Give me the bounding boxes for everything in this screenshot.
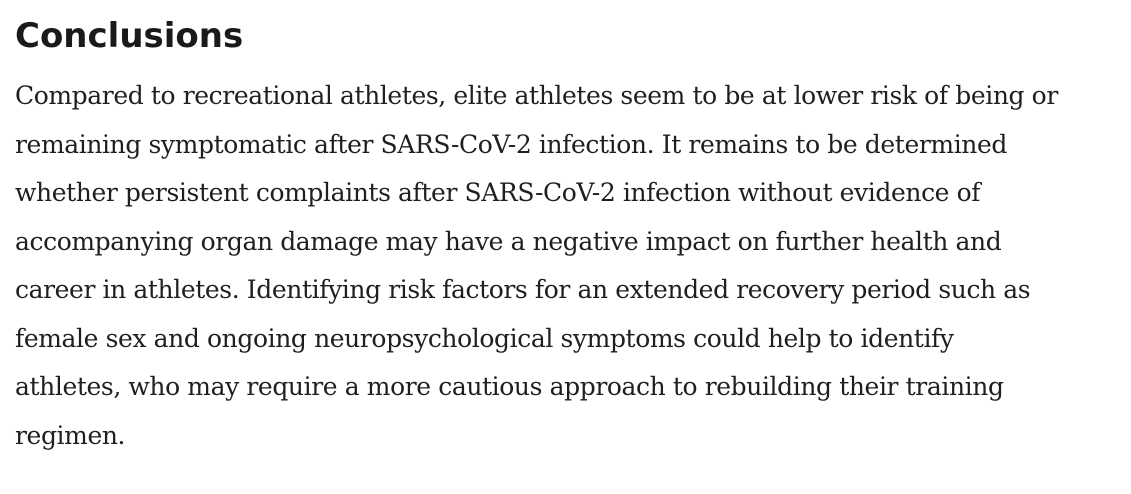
conclusions-paragraph: Compared to recreational athletes, elite…: [15, 72, 1115, 460]
paragraph-line: female sex and ongoing neuropsychologica…: [15, 323, 954, 353]
paragraph-line: career in athletes. Identifying risk fac…: [15, 275, 1031, 304]
paragraph-line: accompanying organ damage may have a neg…: [15, 226, 1002, 256]
paragraph-line: athletes, who may require a more cautiou…: [15, 372, 1004, 401]
conclusions-section: Conclusions Compared to recreational ath…: [15, 0, 1115, 460]
paragraph-line: regimen.: [15, 420, 126, 450]
paragraph-line: remaining symptomatic after SARS-CoV-2 i…: [15, 129, 1008, 159]
paragraph-line: whether persistent complaints after SARS…: [15, 178, 981, 207]
paragraph-line: Compared to recreational athletes, elite…: [15, 81, 1058, 110]
section-heading: Conclusions: [15, 16, 244, 56]
